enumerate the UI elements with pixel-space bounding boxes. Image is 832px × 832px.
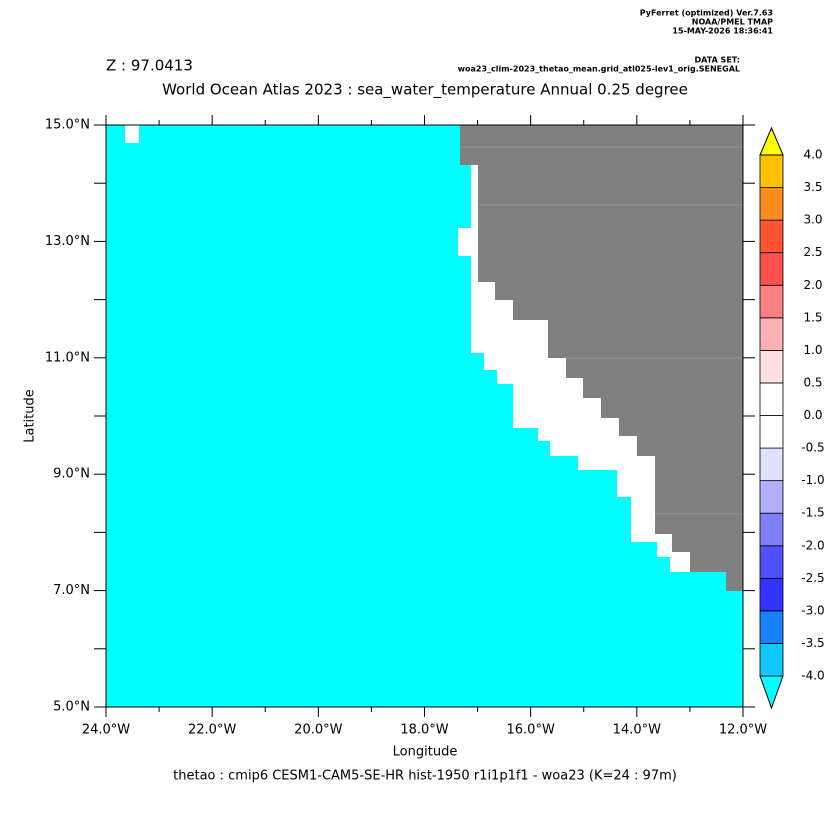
colorbar-box (759, 252, 784, 286)
y-tick-label: 9.0°N (53, 467, 90, 482)
x-tick-label: 12.0°W (719, 723, 767, 738)
colorbar-label: -4.0 (801, 669, 824, 683)
dataset-label: DATA SET: (695, 56, 740, 65)
ocean-white (125, 125, 139, 143)
colorbar-box (759, 512, 784, 547)
colorbar-box (759, 154, 784, 188)
ocean-cyan (106, 125, 743, 707)
x-tick-label: 22.0°W (188, 723, 236, 738)
colorbar-label: 2.0 (803, 278, 822, 292)
colorbar-extend-high (759, 126, 784, 156)
chart-title: World Ocean Atlas 2023 : sea_water_tempe… (162, 81, 688, 100)
colorbar-label: -3.0 (801, 603, 824, 617)
colorbar-label: 3.0 (803, 213, 822, 227)
colorbar-label: -1.0 (801, 473, 824, 487)
colorbar-box (759, 545, 784, 579)
colorbar-box (759, 284, 784, 319)
header-line: 15-MAY-2026 18:36:41 (672, 27, 773, 36)
colorbar-box (759, 382, 784, 416)
y-axis-label: Latitude (23, 389, 38, 443)
y-tick-label: 7.0°N (53, 583, 90, 598)
y-tick-label: 13.0°N (45, 234, 90, 249)
colorbar-label: 4.0 (803, 148, 822, 162)
depth-label: Z : 97.0413 (106, 57, 193, 75)
colorbar-label: -3.5 (801, 636, 824, 650)
colorbar-label: 1.5 (803, 310, 822, 324)
x-tick-label: 18.0°W (400, 723, 448, 738)
colorbar-label: 2.5 (803, 245, 822, 259)
colorbar-box (759, 577, 784, 612)
colorbar-label: -2.5 (801, 571, 824, 585)
y-tick-label: 15.0°N (45, 118, 90, 133)
x-tick-label: 24.0°W (82, 723, 130, 738)
colorbar-box (759, 219, 784, 254)
colorbar-label: -2.0 (801, 538, 824, 552)
colorbar-label: 3.5 (803, 180, 822, 194)
footer: thetao : cmip6 CESM1-CAM5-SE-HR hist-195… (173, 769, 677, 784)
colorbar-box (759, 415, 784, 449)
y-tick-label: 5.0°N (53, 700, 90, 715)
x-tick-label: 20.0°W (294, 723, 342, 738)
x-tick-label: 14.0°W (613, 723, 661, 738)
colorbar-label: 0.5 (803, 375, 822, 389)
colorbar-box (759, 480, 784, 514)
colorbar-label: -1.5 (801, 506, 824, 520)
colorbar-label: 1.0 (803, 343, 822, 357)
map-fill (106, 125, 743, 707)
colorbar-box (759, 643, 784, 677)
y-tick-label: 11.0°N (45, 350, 90, 365)
header-line: PyFerret (optimized) Ver.7.63 (640, 9, 773, 18)
colorbar-label: -0.5 (801, 441, 824, 455)
x-axis-label: Longitude (393, 745, 458, 760)
colorbar-box (759, 447, 784, 482)
dataset: woa23_clim-2023_thetao_mean.grid_atl025-… (458, 65, 740, 74)
header-line: NOAA/PMEL TMAP (692, 18, 773, 27)
colorbar-box (759, 187, 784, 221)
x-tick-label: 16.0°W (507, 723, 555, 738)
colorbar-box (759, 349, 784, 384)
colorbar-extend-low (759, 675, 784, 710)
colorbar-label: 0.0 (803, 408, 822, 422)
colorbar-box (759, 317, 784, 351)
colorbar-box (759, 610, 784, 644)
